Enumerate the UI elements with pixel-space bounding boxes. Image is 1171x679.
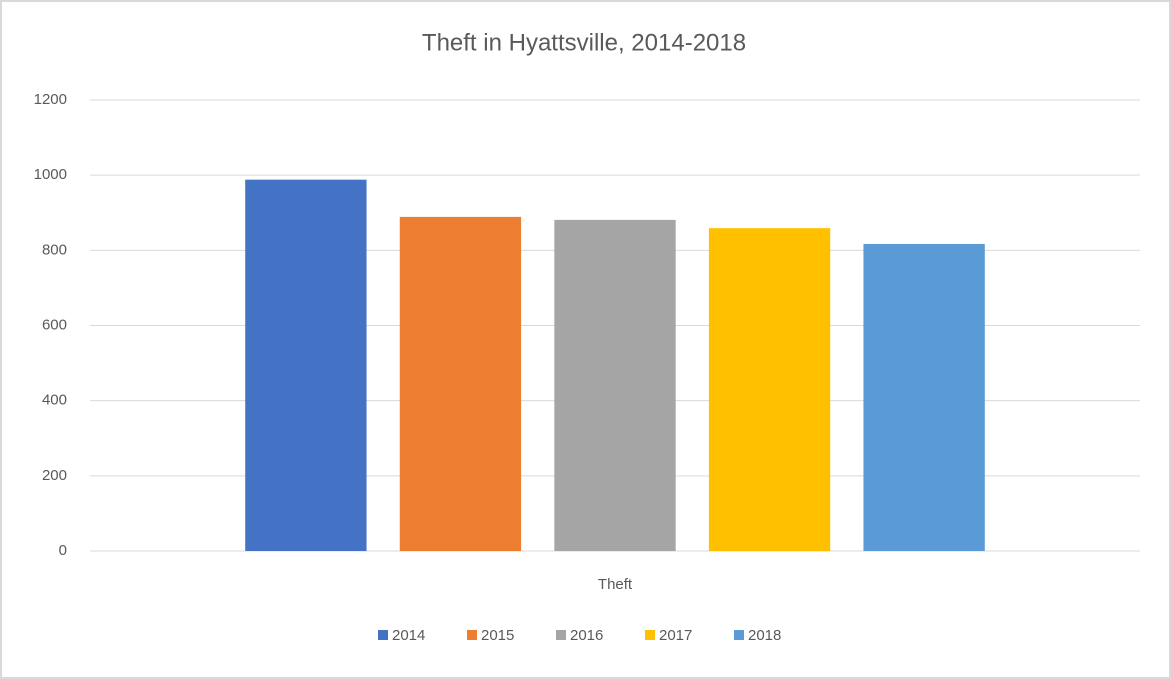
legend-label: 2016 bbox=[570, 627, 603, 644]
y-tick-label: 1200 bbox=[34, 91, 67, 108]
y-tick-label: 1000 bbox=[34, 166, 67, 183]
y-tick-label: 400 bbox=[42, 392, 67, 409]
legend-swatch bbox=[378, 630, 388, 640]
bar bbox=[708, 228, 831, 551]
legend-label: 2014 bbox=[392, 627, 425, 644]
legend-swatch bbox=[734, 630, 744, 640]
y-tick-label: 200 bbox=[42, 467, 67, 484]
x-tick-label: Theft bbox=[598, 576, 633, 593]
bar bbox=[554, 219, 676, 551]
legend-swatch bbox=[645, 630, 655, 640]
bar bbox=[399, 216, 522, 552]
legend-label: 2015 bbox=[481, 627, 514, 644]
y-tick-label: 600 bbox=[42, 316, 67, 333]
legend-label: 2018 bbox=[748, 627, 781, 644]
bar bbox=[245, 179, 367, 551]
y-tick-label: 0 bbox=[59, 542, 67, 559]
chart-title: Theft in Hyattsville, 2014-2018 bbox=[422, 29, 746, 56]
bar bbox=[863, 243, 985, 552]
y-tick-label: 800 bbox=[42, 241, 67, 258]
legend-label: 2017 bbox=[659, 627, 692, 644]
legend-swatch bbox=[556, 630, 566, 640]
legend-swatch bbox=[467, 630, 477, 640]
